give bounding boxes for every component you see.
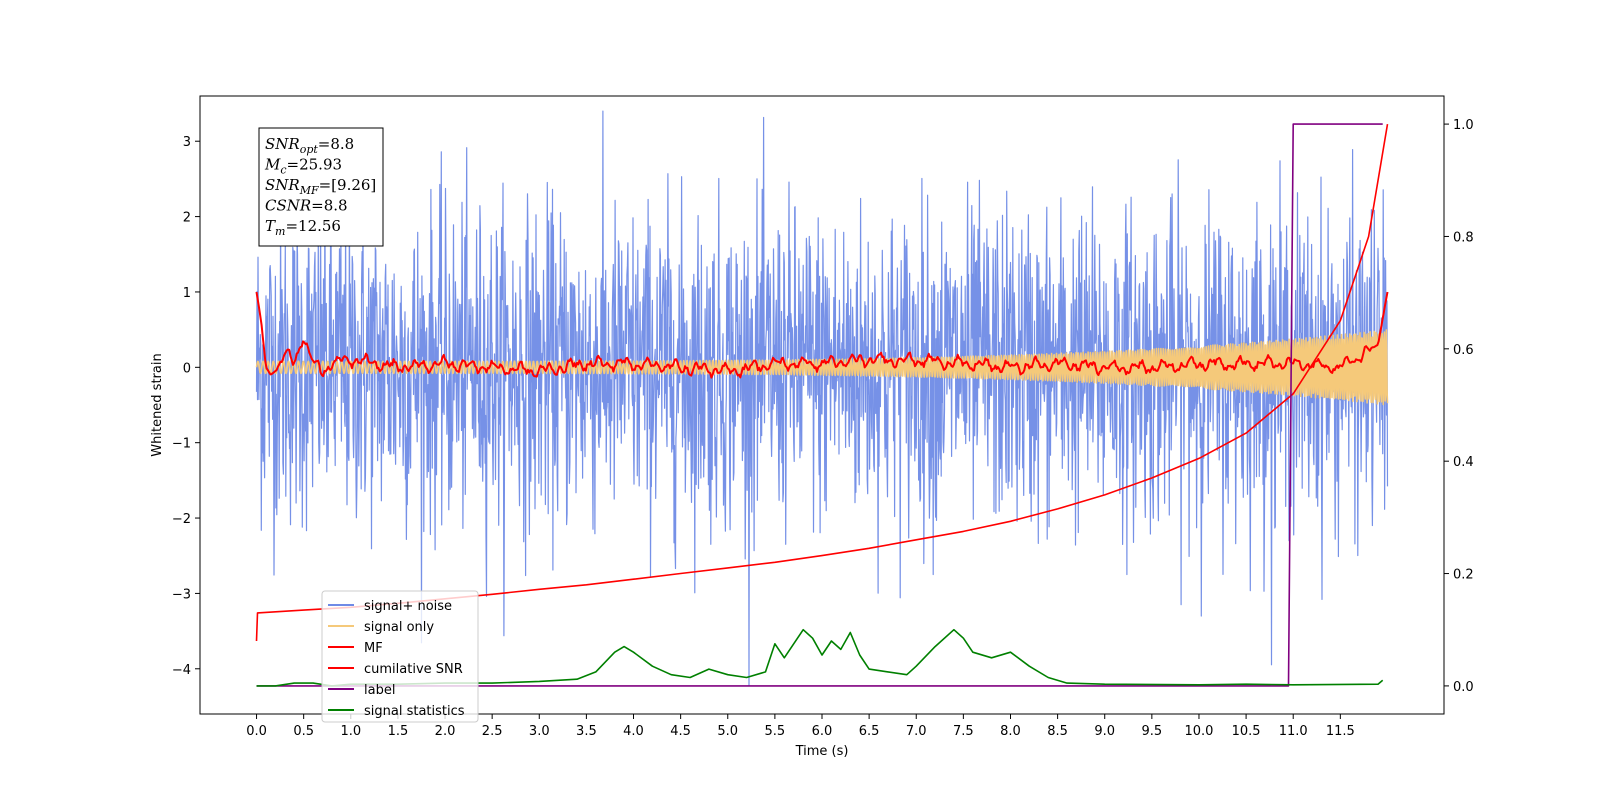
x-tick-label: 10.5 xyxy=(1232,724,1261,739)
legend-label: MF xyxy=(364,641,383,656)
x-tick-label: 11.0 xyxy=(1279,724,1308,739)
y2-tick-label: 0.0 xyxy=(1453,680,1474,695)
x-tick-label: 3.0 xyxy=(529,724,550,739)
legend-label: cumilative SNR xyxy=(364,662,463,677)
y-tick-label: 2 xyxy=(183,211,191,226)
y-tick-label: −2 xyxy=(172,512,191,527)
annotation-box: SNRopt=8.8Mc=25.93SNRMF=[9.26]CSNR=8.8Tm… xyxy=(258,127,384,247)
annotation-subscript: c xyxy=(280,164,286,177)
series-signal-only xyxy=(255,329,1389,406)
annotation-subscript: MF xyxy=(299,184,319,197)
x-tick-label: 1.5 xyxy=(388,724,409,739)
x-tick-label: 6.5 xyxy=(859,724,880,739)
y-axis-label: Whitened strain xyxy=(150,353,165,456)
x-tick-label: 5.0 xyxy=(717,724,738,739)
annotation-subscript: opt xyxy=(300,143,319,156)
annotation-line: Mc=25.93 xyxy=(264,156,342,177)
x-tick-label: 0.5 xyxy=(293,724,314,739)
x-tick-label: 1.0 xyxy=(340,724,361,739)
y2-tick-label: 0.8 xyxy=(1453,230,1474,245)
x-tick-label: 11.5 xyxy=(1326,724,1355,739)
x-tick-label: 2.5 xyxy=(482,724,503,739)
x-tick-label: 6.0 xyxy=(812,724,833,739)
x-tick-label: 5.5 xyxy=(765,724,786,739)
y-tick-label: 1 xyxy=(183,286,191,301)
x-tick-label: 0.0 xyxy=(246,724,267,739)
x-axis-label: Time (s) xyxy=(795,744,849,759)
series-mf xyxy=(255,291,1389,379)
x-tick-label: 2.0 xyxy=(435,724,456,739)
annotation-frame xyxy=(258,127,384,247)
y-tick-label: −4 xyxy=(172,663,191,678)
annotation-subscript: m xyxy=(275,225,285,238)
annotation-value: =25.93 xyxy=(287,156,343,174)
annotation-value: =8.8 xyxy=(318,135,354,153)
y-axis-right: 1.0 0.8 0.6 0.4 0.2 0.0 xyxy=(1444,118,1474,695)
y-tick-label: −1 xyxy=(172,437,191,452)
x-tick-label: 9.5 xyxy=(1142,724,1163,739)
x-tick-label: 8.5 xyxy=(1047,724,1068,739)
y2-tick-label: 0.4 xyxy=(1453,455,1474,470)
y2-tick-label: 0.6 xyxy=(1453,343,1474,358)
legend-label: signal+ noise xyxy=(364,599,452,614)
annotation-value: =12.56 xyxy=(285,217,341,235)
annotation-line: SNRMF=[9.26] xyxy=(265,176,376,197)
legend-label: label xyxy=(364,683,395,698)
y2-tick-label: 0.2 xyxy=(1453,568,1474,583)
y-axis-left: 3 2 1 0 −1 −2 −3 −4 xyxy=(172,135,200,678)
x-tick-label: 7.0 xyxy=(906,724,927,739)
legend-frame xyxy=(321,590,479,723)
annotation-value: =8.8 xyxy=(311,197,347,215)
annotation-value: =[9.26] xyxy=(319,176,377,194)
legend-label: signal statistics xyxy=(364,704,465,719)
annotation-line: CSNR=8.8 xyxy=(265,197,348,215)
x-tick-label: 8.0 xyxy=(1000,724,1021,739)
annotation-symbol: T xyxy=(265,217,276,235)
series-signal-statistics xyxy=(256,628,1384,687)
y-tick-label: 3 xyxy=(183,135,191,150)
x-tick-label: 10.0 xyxy=(1184,724,1213,739)
x-tick-label: 4.5 xyxy=(670,724,691,739)
annotation-symbol: CSNR xyxy=(265,197,311,215)
legend-label: signal only xyxy=(364,620,434,635)
x-tick-label: 3.5 xyxy=(576,724,597,739)
series-label xyxy=(256,123,1383,687)
y-tick-label: 0 xyxy=(183,361,191,376)
legend: signal+ noise signal only MF cumilative SNR… xyxy=(321,590,479,723)
x-tick-label: 9.0 xyxy=(1094,724,1115,739)
annotation-line: Tm=12.56 xyxy=(265,217,341,238)
annotation-symbol: SNR xyxy=(265,176,300,194)
x-tick-label: 4.0 xyxy=(623,724,644,739)
x-axis: 0.0 0.5 1.0 1.5 2.0 2.5 3.0 3.5 4.0 4.5 5.0 5.5 6.0 6… xyxy=(246,714,1355,739)
annotation-symbol: SNR xyxy=(265,135,300,153)
y-tick-label: −3 xyxy=(172,587,191,602)
y2-tick-label: 1.0 xyxy=(1453,118,1474,133)
annotation-line: SNRopt=8.8 xyxy=(265,135,354,156)
annotation-symbol: M xyxy=(264,156,281,174)
x-tick-label: 7.5 xyxy=(953,724,974,739)
